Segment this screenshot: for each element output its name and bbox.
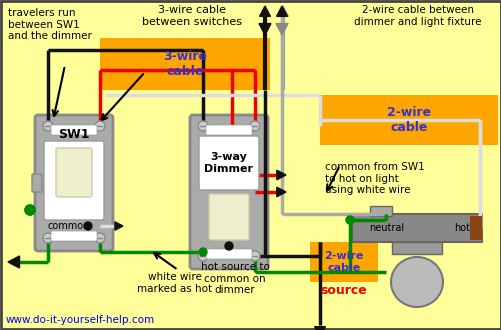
Polygon shape xyxy=(8,256,20,268)
Bar xyxy=(469,216,481,240)
Text: 3-wire cable
between switches: 3-wire cable between switches xyxy=(142,5,241,27)
Circle shape xyxy=(25,205,35,215)
FancyBboxPatch shape xyxy=(100,38,270,90)
Text: hot source to
common on
dimmer: hot source to common on dimmer xyxy=(200,262,269,295)
FancyBboxPatch shape xyxy=(369,206,391,216)
Polygon shape xyxy=(276,6,287,16)
Circle shape xyxy=(43,233,53,243)
Text: 2-wire
cable: 2-wire cable xyxy=(324,251,363,273)
Circle shape xyxy=(95,233,105,243)
FancyBboxPatch shape xyxy=(35,115,113,251)
Text: 2-wire
cable: 2-wire cable xyxy=(386,106,430,134)
Text: hot: hot xyxy=(453,223,469,233)
FancyBboxPatch shape xyxy=(32,174,42,192)
FancyBboxPatch shape xyxy=(310,242,377,282)
Circle shape xyxy=(224,242,232,250)
Circle shape xyxy=(249,121,260,131)
FancyBboxPatch shape xyxy=(189,115,268,269)
FancyBboxPatch shape xyxy=(51,125,97,135)
Text: neutral: neutral xyxy=(369,223,404,233)
FancyBboxPatch shape xyxy=(351,214,481,242)
FancyBboxPatch shape xyxy=(391,242,441,254)
FancyBboxPatch shape xyxy=(205,249,252,259)
Text: white wire
marked as hot: white wire marked as hot xyxy=(137,272,212,294)
Text: 3-way
Dimmer: 3-way Dimmer xyxy=(204,152,253,174)
Circle shape xyxy=(249,251,260,261)
Circle shape xyxy=(197,251,207,261)
Circle shape xyxy=(198,248,206,256)
Text: source: source xyxy=(320,284,367,297)
Text: 3-wire
cable: 3-wire cable xyxy=(163,50,206,78)
Circle shape xyxy=(345,216,353,224)
FancyBboxPatch shape xyxy=(198,136,259,190)
Polygon shape xyxy=(276,187,286,197)
Circle shape xyxy=(84,222,92,230)
Polygon shape xyxy=(276,23,288,35)
Text: www.do-it-yourself-help.com: www.do-it-yourself-help.com xyxy=(6,315,155,325)
Polygon shape xyxy=(259,23,271,35)
FancyBboxPatch shape xyxy=(44,141,104,220)
Circle shape xyxy=(43,121,53,131)
FancyBboxPatch shape xyxy=(51,231,97,241)
Polygon shape xyxy=(259,6,270,16)
Text: travelers run
between SW1
and the dimmer: travelers run between SW1 and the dimmer xyxy=(8,8,92,41)
Polygon shape xyxy=(314,327,325,330)
Text: 2-wire cable between
dimmer and light fixture: 2-wire cable between dimmer and light fi… xyxy=(354,5,481,27)
Polygon shape xyxy=(277,6,288,16)
Text: common: common xyxy=(48,221,90,231)
Text: common from SW1
to hot on light
using white wire: common from SW1 to hot on light using wh… xyxy=(324,162,424,195)
Circle shape xyxy=(95,121,105,131)
FancyBboxPatch shape xyxy=(56,148,92,197)
FancyBboxPatch shape xyxy=(205,125,252,135)
Circle shape xyxy=(197,121,207,131)
Polygon shape xyxy=(115,222,123,230)
FancyBboxPatch shape xyxy=(319,95,497,145)
Circle shape xyxy=(25,205,35,215)
Ellipse shape xyxy=(390,257,442,307)
Text: SW1: SW1 xyxy=(58,127,90,141)
FancyBboxPatch shape xyxy=(208,194,248,240)
Polygon shape xyxy=(276,170,286,180)
